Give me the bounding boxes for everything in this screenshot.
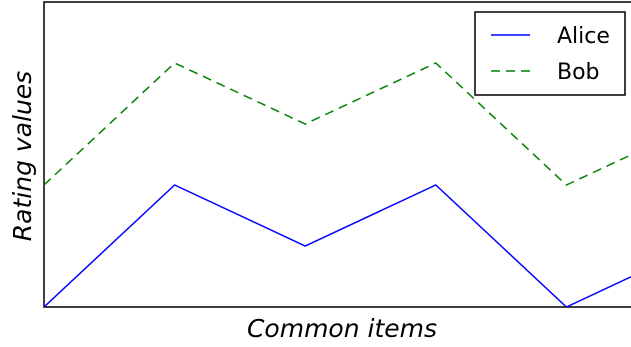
series-layer: [44, 62, 631, 307]
y-axis-label: Rating values: [8, 71, 37, 241]
x-axis-label: Common items: [247, 314, 437, 343]
series-line-bob: [44, 62, 631, 186]
legend: Alice Bob: [474, 11, 626, 96]
series-line-alice: [44, 184, 631, 307]
legend-label-alice: Alice: [557, 24, 610, 49]
legend-label-bob: Bob: [557, 60, 600, 85]
legend-box: [474, 11, 626, 96]
